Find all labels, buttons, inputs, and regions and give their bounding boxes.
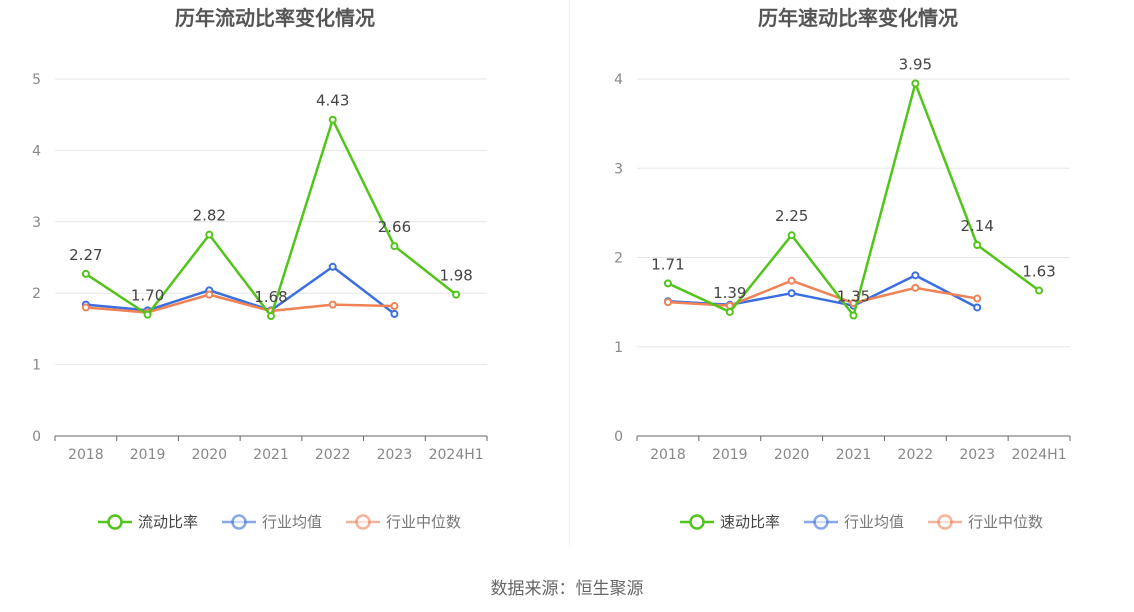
series-line	[85, 293, 395, 314]
data-point[interactable]	[911, 79, 920, 88]
data-label: 2.14	[961, 217, 994, 235]
data-point[interactable]	[973, 294, 982, 303]
series-line	[85, 265, 396, 315]
legend-item-2[interactable]: 行业均值	[222, 513, 322, 531]
data-point[interactable]	[911, 271, 920, 280]
data-label: 1.35	[837, 288, 870, 306]
data-point[interactable]	[143, 310, 152, 319]
legend-marker	[231, 514, 247, 530]
legend-marker	[689, 514, 705, 530]
legend-item-3[interactable]: 行业中位数	[928, 513, 1043, 531]
data-point[interactable]	[787, 289, 796, 298]
y-tick-label: 0	[614, 429, 623, 445]
data-label: 2.82	[193, 207, 226, 225]
data-point[interactable]	[205, 230, 214, 239]
legend-label: 行业均值	[844, 513, 904, 531]
data-point[interactable]	[328, 300, 337, 309]
legend-item-2[interactable]: 行业均值	[804, 513, 904, 531]
data-point[interactable]	[390, 242, 399, 251]
x-tick-label: 2021	[253, 447, 289, 463]
data-label: 1.70	[131, 287, 164, 305]
data-point[interactable]	[663, 279, 672, 288]
data-point[interactable]	[81, 269, 90, 278]
data-point[interactable]	[787, 231, 796, 240]
data-label: 2.66	[378, 218, 411, 236]
legend-label: 流动比率	[138, 513, 198, 531]
legend-marker	[813, 514, 829, 530]
legend-label: 行业均值	[262, 513, 322, 531]
y-tick-label: 4	[614, 72, 623, 88]
x-tick-label: 2020	[191, 447, 227, 463]
data-point[interactable]	[725, 307, 734, 316]
data-point[interactable]	[452, 290, 461, 299]
series-line	[667, 82, 1040, 317]
y-tick-label: 3	[32, 215, 41, 231]
x-tick-label: 2021	[836, 447, 872, 463]
x-tick-label: 2018	[68, 447, 104, 463]
series-primary	[663, 79, 1044, 320]
legend-item-1[interactable]: 速动比率	[680, 513, 780, 531]
legend-marker	[355, 514, 371, 530]
data-point[interactable]	[1035, 286, 1044, 295]
data-label: 2.27	[69, 246, 102, 264]
legend-label: 速动比率	[720, 513, 780, 531]
x-tick-label: 2018	[650, 447, 686, 463]
data-point[interactable]	[663, 298, 672, 307]
y-tick-label: 4	[32, 143, 41, 159]
legend-marker	[937, 514, 953, 530]
series-industry-median	[663, 276, 982, 310]
y-tick-label: 5	[32, 72, 41, 88]
legend-label: 行业中位数	[968, 513, 1043, 531]
x-tick-label: 2023	[377, 447, 413, 463]
data-point[interactable]	[205, 290, 214, 299]
legend-item-3[interactable]: 行业中位数	[346, 513, 461, 531]
data-label: 2.25	[775, 207, 808, 225]
x-tick-label: 2024H1	[1012, 447, 1067, 463]
data-point[interactable]	[81, 303, 90, 312]
data-point[interactable]	[390, 302, 399, 311]
chart-panel-1: 历年流动比率变化情况 0 1 2 3 4 5 2018 2019 2020 2021 2022 2023…	[32, 6, 488, 531]
y-tick-label: 3	[614, 161, 623, 177]
data-source-note: 数据来源：恒生聚源	[490, 579, 644, 599]
y-tick-label: 1	[614, 340, 623, 356]
chart-title: 历年流动比率变化情况	[175, 6, 375, 30]
y-tick-label: 1	[32, 358, 41, 374]
x-tick-label: 2020	[774, 447, 810, 463]
data-label: 1.68	[254, 288, 287, 306]
x-tick-label: 2023	[959, 447, 995, 463]
y-tick-label: 2	[32, 286, 41, 302]
data-point[interactable]	[328, 115, 337, 124]
data-point[interactable]	[973, 303, 982, 312]
x-tick-label: 2019	[712, 447, 748, 463]
data-label: 1.98	[439, 267, 472, 285]
series-primary	[81, 115, 461, 321]
data-point[interactable]	[390, 309, 399, 318]
chart-panel-2: 历年速动比率变化情况 0 1 2 3 4 2018 2019 2020 2021 2022 2023 2…	[614, 6, 1071, 531]
series-line	[667, 279, 978, 307]
data-label: 3.95	[899, 55, 932, 73]
data-label: 4.43	[316, 92, 349, 110]
charts-canvas: 历年流动比率变化情况 0 1 2 3 4 5 2018 2019 2020 2021 2022 2023…	[32, 6, 1071, 531]
data-label: 1.71	[651, 255, 684, 273]
x-tick-label: 2022	[315, 447, 351, 463]
data-point[interactable]	[787, 276, 796, 285]
data-point[interactable]	[911, 283, 920, 292]
data-point[interactable]	[328, 262, 337, 271]
x-tick-label: 2024H1	[429, 447, 484, 463]
data-point[interactable]	[973, 241, 982, 250]
y-tick-label: 0	[32, 429, 41, 445]
legend-label: 行业中位数	[386, 513, 461, 531]
y-tick-label: 2	[614, 251, 623, 267]
x-tick-label: 2019	[130, 447, 166, 463]
data-point[interactable]	[267, 312, 275, 321]
legend-item-1[interactable]: 流动比率	[98, 513, 198, 531]
data-point[interactable]	[849, 311, 858, 320]
chart-title: 历年速动比率变化情况	[758, 6, 958, 30]
panel-divider	[569, 0, 570, 545]
data-label: 1.39	[713, 284, 746, 302]
legend-marker	[107, 514, 123, 530]
x-tick-label: 2022	[898, 447, 934, 463]
data-label: 1.63	[1022, 263, 1055, 281]
